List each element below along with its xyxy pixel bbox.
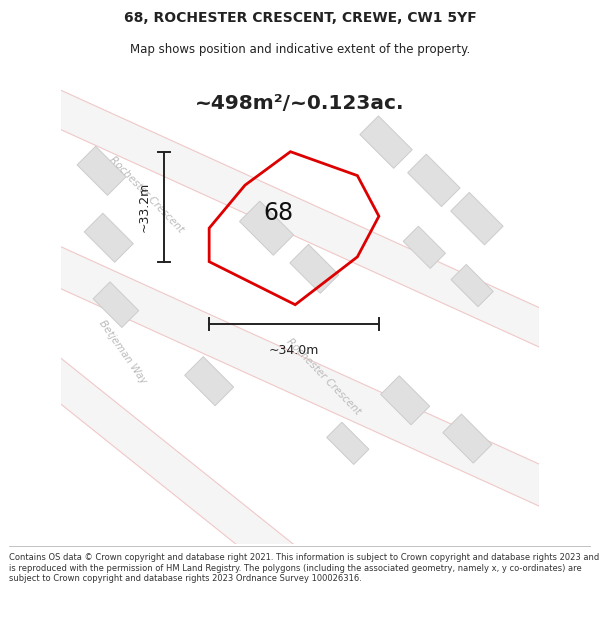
Polygon shape [29,82,571,354]
Polygon shape [185,357,233,406]
Text: 68, ROCHESTER CRESCENT, CREWE, CW1 5YF: 68, ROCHESTER CRESCENT, CREWE, CW1 5YF [124,11,476,26]
Polygon shape [84,213,133,262]
Text: Rochester Crescent: Rochester Crescent [108,154,186,235]
Text: ~498m²/~0.123ac.: ~498m²/~0.123ac. [195,94,405,113]
Polygon shape [326,422,369,464]
Polygon shape [26,348,335,606]
Polygon shape [29,239,571,513]
Text: ~33.2m: ~33.2m [138,181,151,232]
Polygon shape [451,264,493,307]
Polygon shape [451,192,503,245]
Polygon shape [360,116,412,168]
Text: ~34.0m: ~34.0m [269,344,319,357]
Polygon shape [443,414,492,463]
Polygon shape [407,154,460,207]
Text: Map shows position and indicative extent of the property.: Map shows position and indicative extent… [130,42,470,56]
Polygon shape [77,146,126,196]
Text: Contains OS data © Crown copyright and database right 2021. This information is : Contains OS data © Crown copyright and d… [9,553,599,583]
Polygon shape [239,201,293,255]
Polygon shape [403,226,445,269]
Text: Betjeman Way: Betjeman Way [97,319,149,386]
Text: Rochester Crescent: Rochester Crescent [285,336,363,416]
Polygon shape [290,244,339,293]
Polygon shape [380,376,430,425]
Polygon shape [93,282,139,328]
Text: 68: 68 [263,201,293,225]
